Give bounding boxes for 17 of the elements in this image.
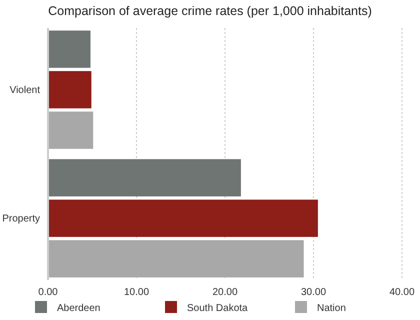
bar	[48, 240, 304, 278]
bar	[48, 112, 94, 149]
chart-title: Comparison of average crime rates (per 1,000 inhabitants)	[48, 4, 372, 18]
y-tick-label: Property	[2, 213, 40, 224]
x-tick-label: 10.00	[124, 287, 150, 298]
bar	[48, 159, 241, 196]
legend-label: Aberdeen	[57, 303, 100, 314]
x-tick-label: 20.00	[212, 287, 238, 298]
x-tick-label: 40.00	[389, 287, 415, 298]
x-tick-label: 30.00	[300, 287, 326, 298]
bar	[48, 200, 318, 237]
bar	[48, 71, 92, 108]
y-tick-label: Violent	[10, 84, 40, 96]
legend-label: South Dakota	[187, 303, 248, 314]
x-tick-label: 0.00	[38, 287, 58, 298]
bar	[48, 30, 90, 68]
legend-label: Nation	[317, 303, 346, 314]
